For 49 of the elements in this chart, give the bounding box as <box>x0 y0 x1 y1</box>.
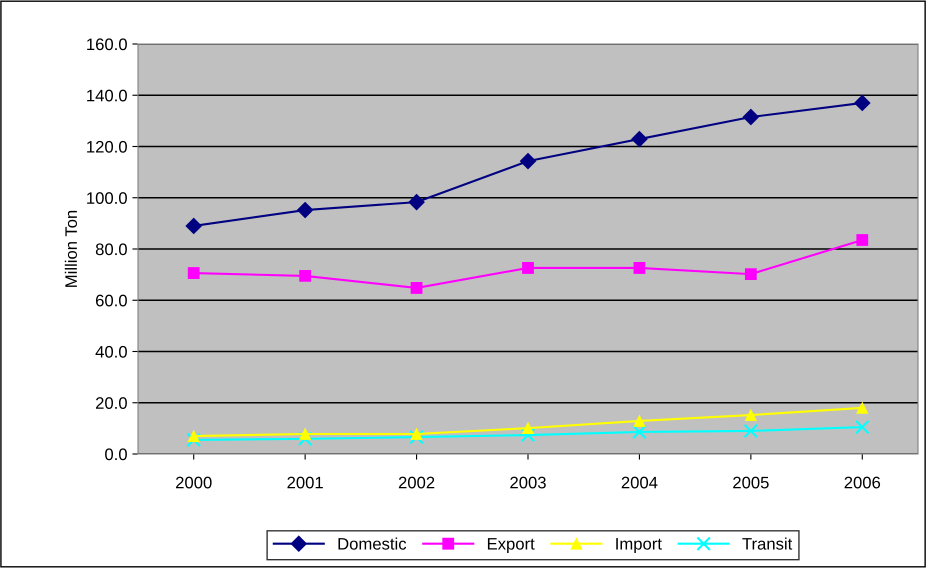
x-tick-label: 2000 <box>176 476 212 488</box>
x-tick-label: 2004 <box>622 476 658 488</box>
x-tick-label: 2005 <box>733 476 769 488</box>
point <box>410 282 422 294</box>
point <box>188 267 200 279</box>
point <box>634 415 646 427</box>
point <box>409 430 424 444</box>
point <box>522 422 534 434</box>
point <box>854 94 870 112</box>
legend-label: Import <box>616 538 662 553</box>
y-axis-title: Million Ton <box>64 210 78 287</box>
y-tick-label: 20.0 <box>96 397 127 409</box>
point <box>296 202 314 218</box>
legend-label: Domestic <box>338 537 406 550</box>
x-tick-label: 2002 <box>398 476 434 488</box>
point <box>522 262 534 274</box>
legend-label: Transit <box>742 537 792 550</box>
legend-label: Export <box>488 538 535 553</box>
y-tick-label: 160.0 <box>87 38 127 50</box>
point <box>298 432 312 446</box>
point <box>744 424 758 438</box>
point <box>186 432 202 448</box>
y-tick-label: 100.0 <box>87 192 127 204</box>
point <box>520 428 536 442</box>
point <box>744 409 757 421</box>
x-tick-label: 2001 <box>287 476 323 488</box>
point <box>188 430 200 442</box>
point <box>742 108 760 126</box>
y-tick-label: 60.0 <box>96 294 127 306</box>
point <box>634 262 646 274</box>
point <box>520 152 536 170</box>
point <box>186 218 202 234</box>
y-tick-label: 80.0 <box>96 243 127 256</box>
point <box>744 268 757 280</box>
point <box>408 194 425 210</box>
point <box>856 402 868 414</box>
x-tick-label: 2006 <box>844 476 880 488</box>
point <box>856 234 868 246</box>
point <box>854 420 870 434</box>
y-tick-label: 140.0 <box>87 90 127 102</box>
y-tick-label: 0.0 <box>105 448 127 460</box>
point <box>632 424 647 440</box>
y-tick-label: 120.0 <box>87 140 127 153</box>
x-tick-label: 2003 <box>510 476 546 488</box>
point <box>299 428 312 440</box>
point <box>410 428 422 440</box>
y-tick-label: 40.0 <box>96 346 127 358</box>
point <box>299 270 312 282</box>
point <box>631 130 648 148</box>
